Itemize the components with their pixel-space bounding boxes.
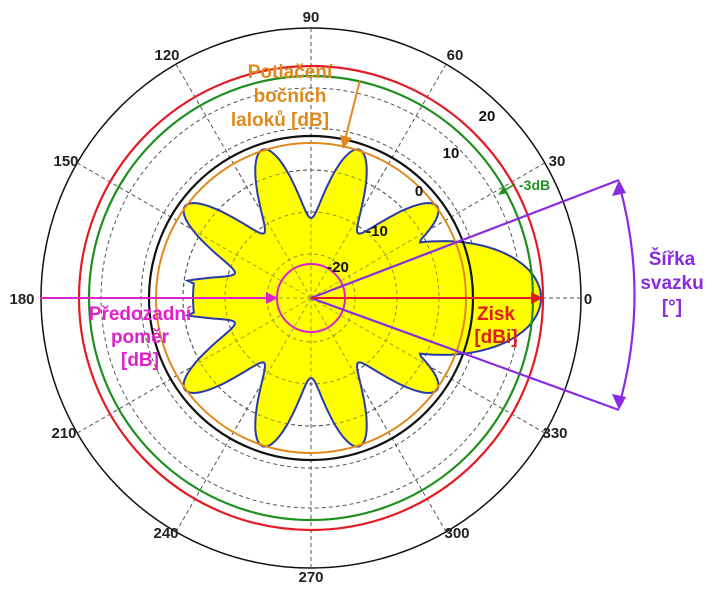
angle-label: 330 bbox=[542, 425, 567, 442]
radial-label: 10 bbox=[443, 145, 460, 162]
angle-label: 0 bbox=[584, 291, 592, 308]
angle-label: 300 bbox=[444, 525, 469, 542]
gain-label-line1: Zisk bbox=[477, 304, 515, 325]
sidelobe-arrow-line bbox=[344, 79, 361, 141]
beam-arrowhead-bottom bbox=[612, 394, 626, 410]
angle-spoke bbox=[310, 297, 450, 379]
sidelobe-label-line3: laloků [dB] bbox=[231, 110, 329, 131]
gain-arrow bbox=[311, 292, 543, 304]
beam-upper-line bbox=[310, 178, 620, 300]
angle-label: 210 bbox=[51, 425, 76, 442]
sidelobe-arrow bbox=[340, 79, 361, 149]
angle-label: 90 bbox=[303, 9, 320, 26]
angle-spoke bbox=[230, 297, 312, 437]
gain-annotation: Zisk [dBi] bbox=[474, 304, 517, 348]
angle-label: 180 bbox=[9, 291, 34, 308]
sidelobe-annotation: Potlačení bočních laloků [dB] bbox=[231, 62, 333, 131]
front-back-arrowhead bbox=[266, 292, 278, 304]
sidelobe-label-line1: Potlačení bbox=[248, 62, 333, 83]
beamwidth-lines bbox=[310, 178, 636, 412]
beamwidth-label-line1: Šířka bbox=[649, 248, 696, 270]
angle-spoke bbox=[172, 297, 312, 379]
gain-label-line2: [dBi] bbox=[474, 327, 517, 348]
front-back-annotation: Předozadní poměr [dB] bbox=[89, 304, 192, 371]
front-back-arrow bbox=[40, 292, 278, 304]
radial-label: -10 bbox=[366, 223, 388, 240]
minus3db-arrow bbox=[498, 183, 516, 195]
beamwidth-label-line3: [°] bbox=[662, 297, 682, 318]
beam-lower-line bbox=[310, 296, 620, 412]
angle-spoke bbox=[310, 159, 392, 299]
gain-arrowhead bbox=[531, 292, 543, 304]
angle-label: 150 bbox=[53, 153, 78, 170]
beam-arrowhead-top bbox=[612, 180, 626, 196]
angle-label: 240 bbox=[153, 525, 178, 542]
angle-label: 270 bbox=[298, 569, 323, 586]
front-back-label-line2: poměr bbox=[111, 327, 170, 348]
angle-label: 30 bbox=[549, 153, 566, 170]
beamwidth-label-line2: svazku bbox=[640, 273, 703, 294]
radial-label: 0 bbox=[415, 183, 423, 200]
minus3db-label: -3dB bbox=[519, 177, 550, 193]
angle-spoke bbox=[230, 159, 312, 299]
beamwidth-annotation: Šířka svazku [°] bbox=[640, 248, 703, 318]
front-back-label-line1: Předozadní bbox=[89, 304, 192, 325]
angle-spoke bbox=[310, 217, 450, 299]
front-back-label-line3: [dB] bbox=[121, 350, 159, 371]
angle-spoke bbox=[310, 297, 392, 437]
radial-label: 20 bbox=[479, 108, 496, 125]
angle-labels: 90 60 30 0 330 300 270 240 210 180 150 1… bbox=[9, 9, 592, 586]
radial-labels: 20 10 0 -10 -20 bbox=[327, 108, 495, 276]
sidelobe-arrowhead bbox=[340, 135, 352, 149]
angle-label: 60 bbox=[447, 47, 464, 64]
beamwidth-arc bbox=[617, 183, 636, 407]
minus3db-arrowhead bbox=[498, 186, 508, 195]
angle-spoke bbox=[172, 217, 312, 299]
angle-label: 120 bbox=[154, 47, 179, 64]
sidelobe-label-line2: bočních bbox=[254, 86, 327, 107]
radial-label: -20 bbox=[327, 259, 349, 276]
